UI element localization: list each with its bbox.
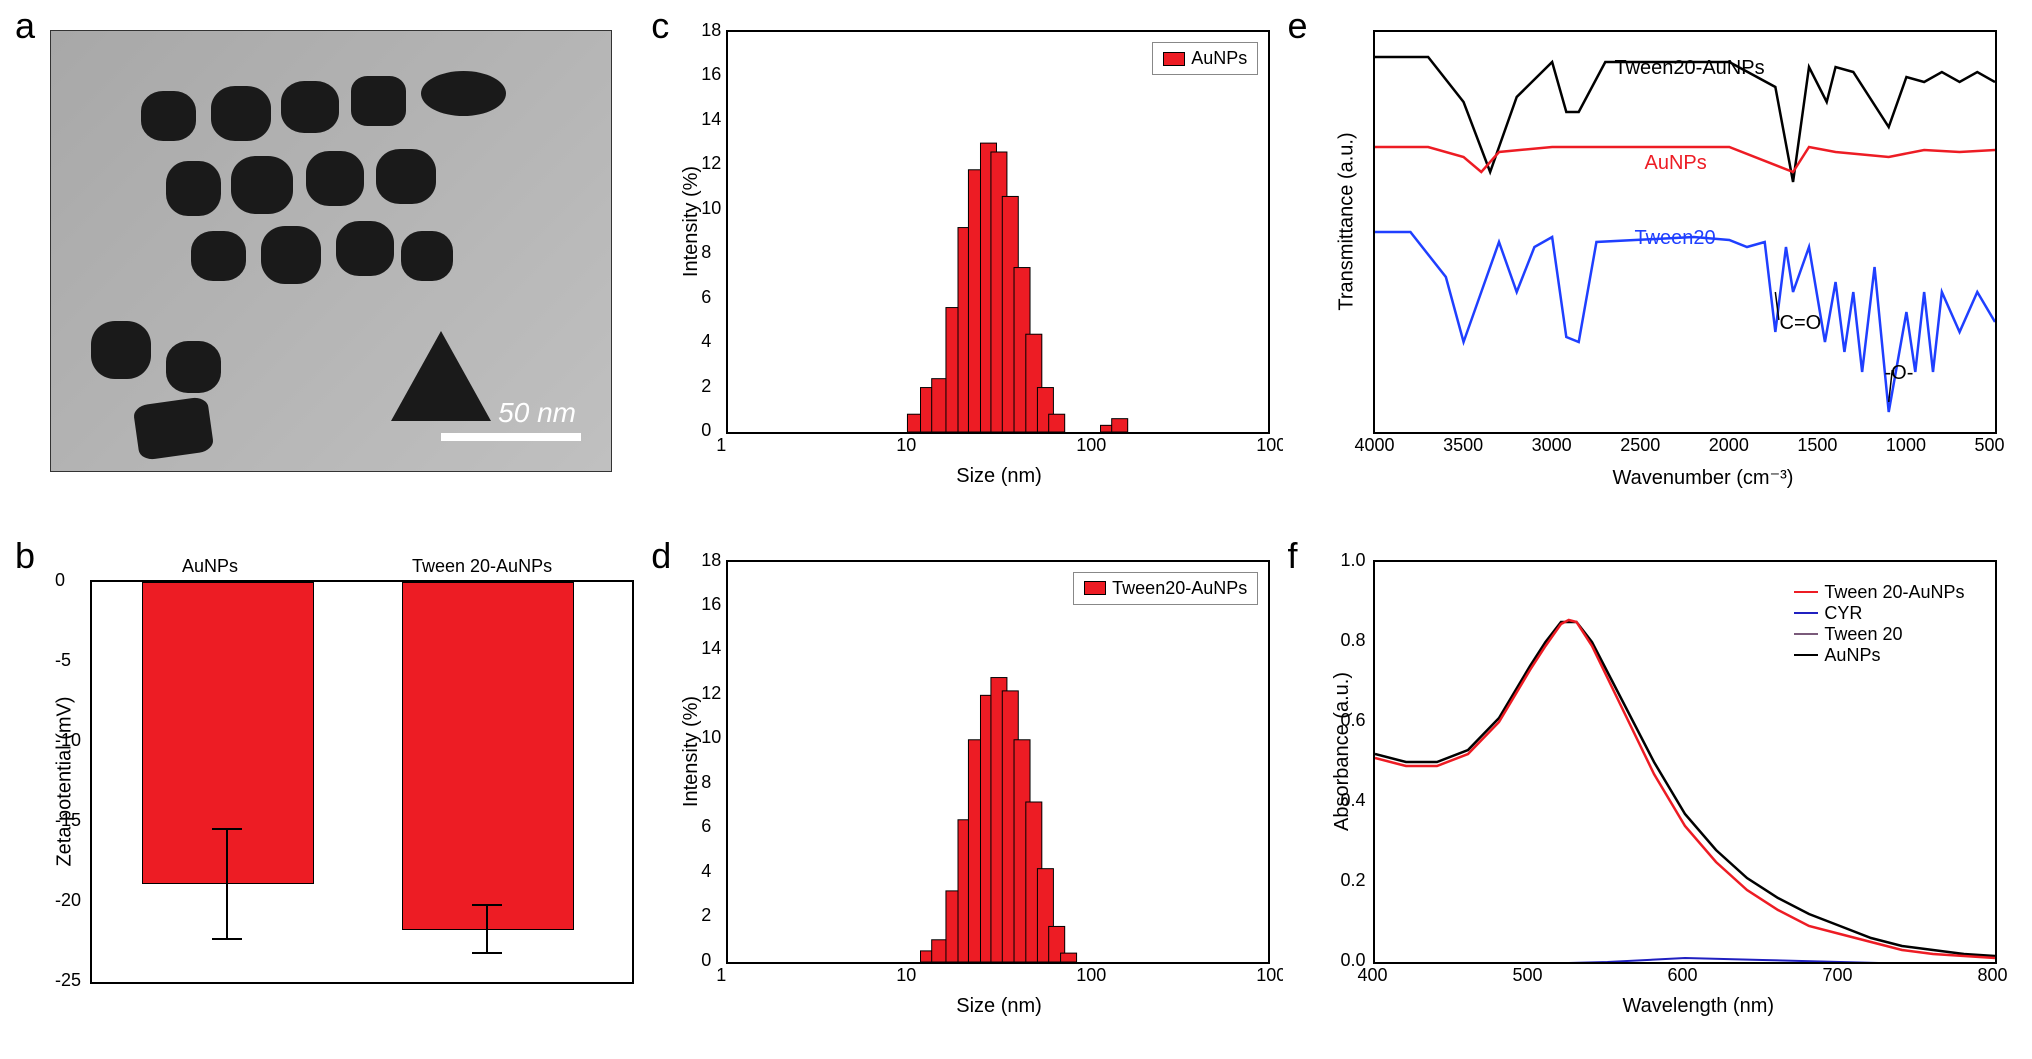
chart-d-svg (728, 562, 1268, 962)
ylabel-e: Transmittance (a.u.) (1335, 132, 1358, 310)
panel-label-b: b (15, 535, 35, 577)
legend-f-1: CYR (1824, 603, 1862, 624)
ylabel-b: Zeta potential (mV) (54, 696, 77, 866)
chart-d-area: Tween20-AuNPs (726, 560, 1270, 964)
scalebar-text: 50 nm (498, 397, 576, 429)
legend-f-2: Tween 20 (1824, 624, 1902, 645)
cat-b-0: AuNPs (182, 556, 238, 577)
series-label-e-1: AuNPs (1645, 152, 1707, 175)
panel-c: c AuNPs Intensity (%) Size (nm) 02468101… (646, 10, 1262, 520)
ylabel-c: Intensity (%) (680, 166, 703, 277)
annotation-o: -O- (1885, 362, 1914, 385)
panel-a: a 50 nm (10, 10, 626, 520)
panel-label-d: d (651, 535, 671, 577)
legend-f: Tween 20-AuNPs CYR Tween 20 AuNPs (1784, 577, 1974, 671)
bar-b-0 (142, 582, 314, 884)
panel-label-a: a (15, 5, 35, 47)
chart-f-area: Tween 20-AuNPs CYR Tween 20 AuNPs (1373, 560, 1997, 964)
chart-c-svg (728, 32, 1268, 432)
panel-label-e: e (1288, 5, 1308, 47)
series-label-e-0: Tween20-AuNPs (1615, 57, 1765, 80)
xlabel-c: Size (nm) (956, 465, 1042, 488)
chart-c-area: AuNPs (726, 30, 1270, 434)
xlabel-f: Wavelength (nm) (1623, 995, 1775, 1018)
legend-f-0: Tween 20-AuNPs (1824, 582, 1964, 603)
bar-b-1 (402, 582, 574, 930)
scalebar (441, 433, 581, 441)
tem-image: 50 nm (50, 30, 612, 472)
panel-b: b AuNPs Tween 20-AuNPs Zeta potential (m… (10, 540, 626, 1050)
panel-label-f: f (1288, 535, 1298, 577)
panel-d: d Tween20-AuNPs Intensity (%) Size (nm) … (646, 540, 1262, 1050)
xlabel-e: Wavenumber (cm⁻³) (1613, 465, 1794, 490)
panel-f: f Tween 20-AuNPs CYR Tween 20 AuNPs Abso… (1283, 540, 2023, 1050)
panel-label-c: c (651, 5, 669, 47)
annotation-co: C=O (1780, 312, 1822, 335)
ylabel-d: Intensity (%) (680, 695, 703, 806)
chart-b-area: AuNPs Tween 20-AuNPs (90, 580, 634, 984)
chart-e-area: Tween20-AuNPs AuNPs Tween20 C=O -O- (1373, 30, 1997, 434)
panel-e: e Tween20-AuNPs AuNPs Tween20 C=O -O- Tr… (1283, 10, 2023, 520)
legend-f-3: AuNPs (1824, 645, 1880, 666)
xlabel-d: Size (nm) (956, 995, 1042, 1018)
cat-b-1: Tween 20-AuNPs (412, 556, 552, 577)
series-label-e-2: Tween20 (1635, 227, 1716, 250)
